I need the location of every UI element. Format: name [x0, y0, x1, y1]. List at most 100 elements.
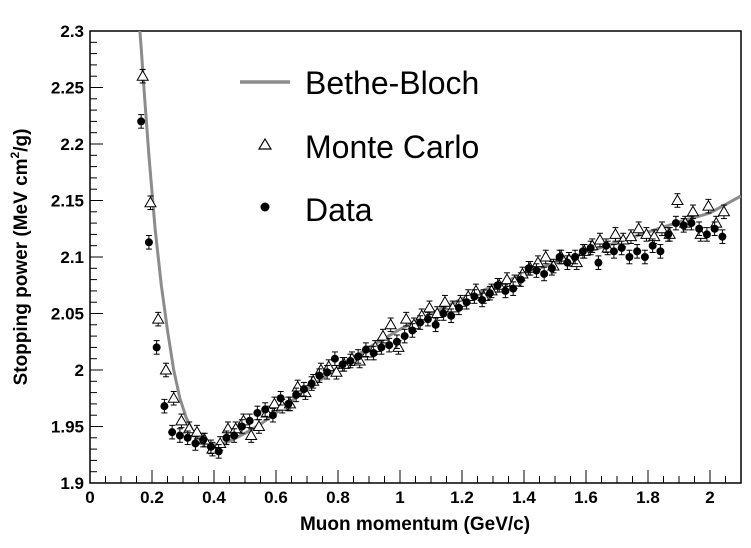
y-tick-label: 1.95 — [51, 418, 84, 437]
y-tick-label: 2.05 — [51, 305, 84, 324]
data-point — [671, 219, 680, 228]
mc-point — [640, 227, 653, 239]
mc-point — [717, 205, 731, 217]
data-point — [392, 337, 401, 346]
data-point — [532, 266, 541, 275]
data-point — [346, 356, 355, 365]
data-point — [385, 341, 394, 350]
mc-point — [702, 199, 715, 211]
mc-point — [500, 273, 514, 285]
data-point — [516, 275, 525, 284]
data-point — [284, 399, 293, 408]
data-point — [315, 371, 324, 380]
data-point — [377, 343, 386, 352]
data-point — [299, 385, 308, 394]
y-axis-label: Stopping power (MeV cm2/g) — [8, 129, 32, 386]
data-point — [423, 315, 432, 324]
data-point — [261, 405, 270, 414]
data-layer — [137, 114, 727, 459]
data-point — [687, 219, 696, 228]
data-point — [338, 360, 347, 369]
data-point — [602, 241, 611, 250]
mc-point — [330, 365, 343, 377]
data-point — [563, 258, 572, 267]
y-axis-label-end: /g) — [11, 129, 32, 152]
mc-point — [252, 420, 266, 431]
data-point — [168, 428, 177, 437]
data-point — [718, 232, 727, 241]
data-point — [509, 284, 518, 293]
data-point — [276, 394, 285, 403]
data-point — [175, 431, 184, 440]
data-point — [648, 241, 657, 250]
data-point — [710, 224, 719, 233]
data-point — [524, 264, 533, 273]
x-tick-label: 0.8 — [326, 488, 350, 507]
data-point — [160, 402, 169, 411]
mc-point — [593, 233, 607, 245]
mc-point — [376, 329, 390, 341]
mc-point — [609, 227, 622, 239]
mc-point — [655, 222, 669, 234]
legend-label-monte-carlo: Monte Carlo — [305, 129, 479, 165]
x-tick-label: 0 — [85, 488, 94, 507]
data-point — [191, 439, 200, 448]
y-tick-label: 2.25 — [51, 79, 84, 98]
data-point — [253, 408, 262, 417]
mc-point — [399, 312, 413, 324]
data-point — [144, 238, 153, 247]
data-point — [571, 253, 580, 261]
data-point — [454, 303, 463, 312]
data-point — [656, 247, 665, 256]
data-point — [183, 433, 192, 442]
mc-point — [159, 363, 173, 375]
y-tick-labels: 1.9 1.95 2 2.05 2.1 2.15 2.2 2.25 2.3 — [51, 22, 84, 493]
data-point — [586, 243, 595, 252]
data-point — [400, 332, 409, 341]
y-tick-label: 2 — [75, 361, 84, 380]
data-point — [137, 117, 146, 126]
legend: Bethe-Bloch Monte Carlo Data — [240, 65, 479, 228]
mc-point — [438, 295, 452, 307]
data-point — [617, 243, 626, 252]
data-point — [702, 230, 711, 239]
data-point — [431, 320, 440, 329]
data-point — [594, 258, 603, 267]
data-point — [578, 247, 587, 256]
data-point — [547, 264, 556, 273]
data-point — [152, 343, 161, 352]
data-point — [369, 349, 378, 358]
x-tick-label: 1.4 — [512, 488, 536, 507]
data-point — [625, 253, 634, 261]
x-tick-label: 1 — [395, 488, 404, 507]
y-tick-label: 2.2 — [60, 135, 84, 154]
data-point — [664, 230, 673, 239]
legend-label-bethe-bloch: Bethe-Bloch — [305, 65, 479, 101]
mc-point — [384, 318, 398, 330]
data-point — [408, 326, 417, 335]
mc-point — [686, 205, 700, 217]
data-point — [493, 281, 502, 290]
y-tick-label: 2.1 — [60, 248, 84, 267]
mc-point — [175, 414, 188, 426]
data-point — [501, 286, 510, 295]
data-point — [323, 368, 332, 377]
monte-carlo-layer — [136, 68, 731, 457]
data-point — [470, 292, 479, 301]
y-axis-label-sup: 2 — [8, 151, 22, 158]
data-point — [416, 318, 425, 327]
legend-label-data: Data — [305, 192, 373, 228]
mc-point — [151, 312, 165, 324]
mc-point — [190, 425, 204, 437]
data-point — [540, 269, 549, 278]
x-tick-label: 0.4 — [202, 488, 226, 507]
mc-point — [167, 391, 181, 403]
data-point — [447, 311, 456, 320]
y-tick-label: 1.9 — [60, 474, 84, 493]
legend-dot-marker — [260, 202, 270, 212]
mc-point — [144, 196, 157, 208]
data-point — [199, 436, 208, 445]
data-point — [354, 352, 363, 361]
data-point — [292, 390, 301, 399]
